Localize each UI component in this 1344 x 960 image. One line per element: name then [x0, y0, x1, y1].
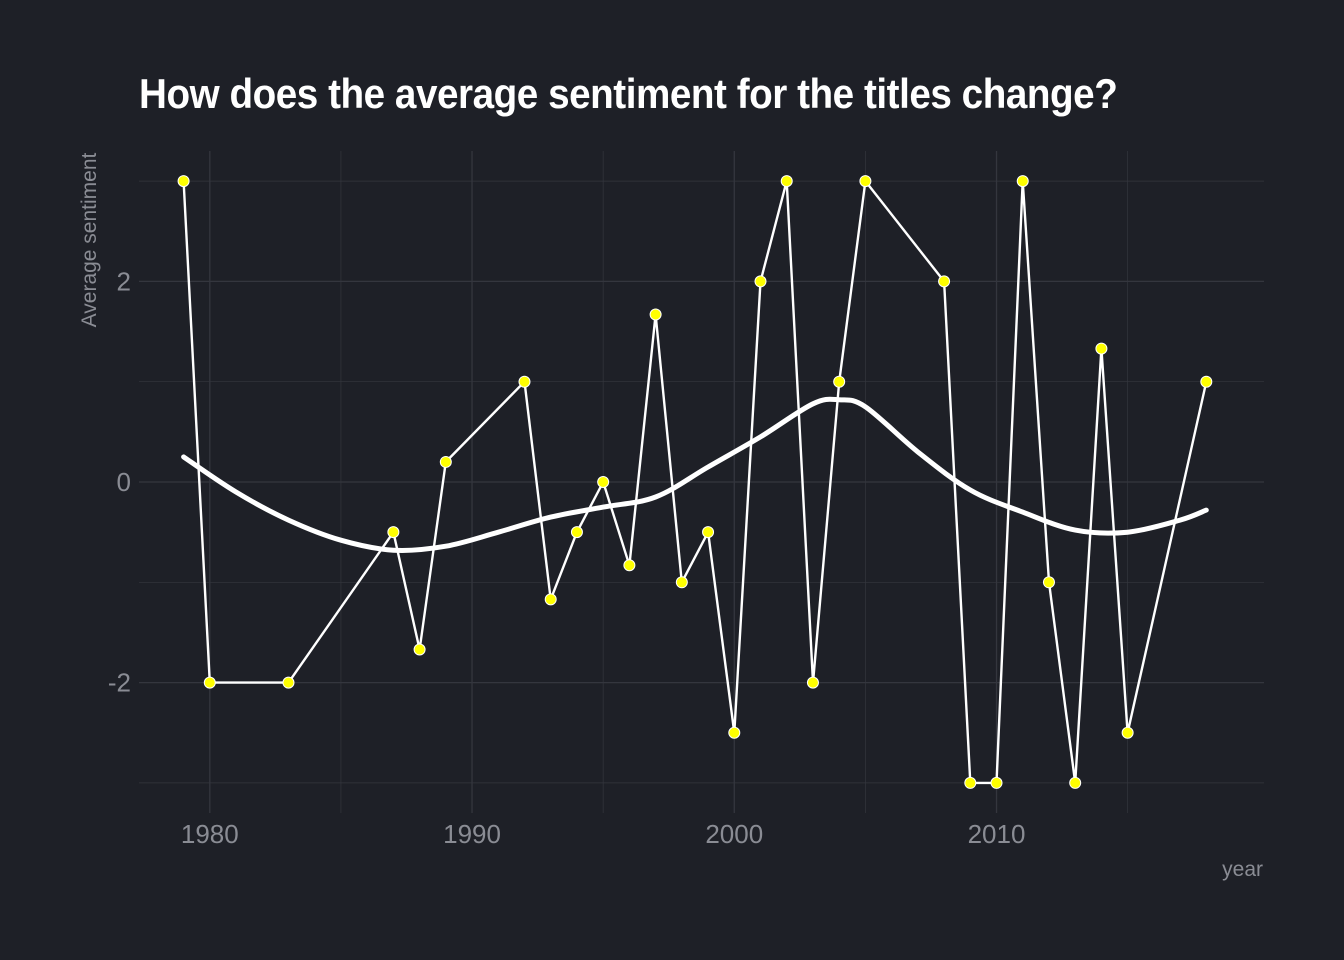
data-point [1069, 776, 1082, 789]
x-tick-label: 2000 [705, 819, 763, 849]
data-point [282, 676, 295, 689]
data-point [518, 375, 531, 388]
data-point [623, 559, 636, 572]
axis-layer: Average sentiment year 1980 1990 2000 2010 -… [78, 152, 1263, 881]
data-point [1095, 342, 1108, 355]
chart-title: How does the average sentiment for the t… [139, 70, 1118, 117]
data-point [1200, 375, 1213, 388]
data-point [544, 593, 557, 606]
data-point [387, 526, 400, 539]
data-point [806, 676, 819, 689]
data-point [728, 726, 741, 739]
data-point [964, 776, 977, 789]
y-axis-title: Average sentiment [78, 152, 101, 327]
y-tick-label: -2 [108, 668, 131, 698]
x-axis-title: year [1222, 858, 1263, 881]
data-point [177, 175, 190, 188]
data-point [754, 275, 767, 288]
data-point [649, 308, 662, 321]
data-point [675, 576, 688, 589]
data-point [990, 776, 1003, 789]
data-point [597, 476, 610, 488]
x-tick-label: 1990 [443, 819, 501, 849]
data-point [1016, 175, 1029, 188]
data-point [1121, 726, 1134, 739]
y-tick-label: 2 [117, 266, 131, 296]
smoothed-trend-line [181, 396, 1209, 553]
grid-layer [139, 151, 1264, 813]
series-layer [177, 175, 1213, 789]
data-point [938, 275, 951, 288]
data-point [570, 526, 583, 539]
x-tick-label: 2010 [968, 819, 1026, 849]
data-point [702, 526, 715, 539]
data-point [833, 375, 846, 388]
data-point [413, 643, 426, 656]
data-point [203, 676, 216, 689]
data-point [1042, 576, 1055, 589]
data-point [859, 175, 872, 188]
x-tick-label: 1980 [181, 819, 239, 849]
data-point [439, 455, 452, 468]
y-tick-label: 0 [117, 467, 131, 497]
data-point [780, 175, 793, 188]
